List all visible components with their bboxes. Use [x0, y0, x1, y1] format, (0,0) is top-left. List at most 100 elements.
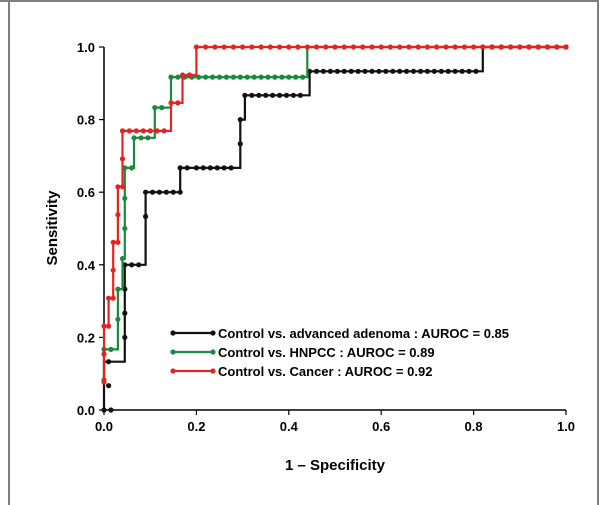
legend-item: Control vs. advanced adenoma : AUROC = 0… — [170, 326, 509, 341]
data-point — [341, 44, 347, 50]
data-point — [443, 44, 449, 50]
data-point — [223, 74, 229, 80]
data-point — [170, 189, 176, 195]
data-point — [327, 68, 333, 74]
data-point — [508, 44, 514, 50]
data-point — [175, 100, 181, 106]
data-point — [228, 165, 234, 171]
data-point — [193, 44, 199, 50]
data-point — [168, 74, 174, 80]
data-point — [133, 128, 139, 134]
data-point — [445, 68, 451, 74]
data-point — [283, 92, 290, 98]
data-point — [237, 117, 243, 123]
legend-swatch-marker — [170, 349, 176, 355]
data-point — [129, 262, 135, 268]
data-point — [184, 165, 190, 171]
x-tick-label: 0.0 — [95, 419, 113, 434]
data-point — [136, 262, 142, 268]
data-point — [149, 189, 156, 195]
data-point — [544, 44, 551, 50]
data-point — [156, 189, 162, 195]
data-point — [295, 44, 301, 50]
x-ticks: 0.0 0.2 0.4 0.6 0.8 1.0 — [95, 410, 575, 434]
data-point — [290, 92, 296, 98]
data-point — [163, 189, 169, 195]
data-point — [563, 44, 569, 50]
data-point — [143, 189, 149, 195]
data-point — [203, 74, 209, 80]
data-point — [115, 184, 121, 190]
x-tick-label: 1.0 — [557, 419, 575, 434]
data-point — [397, 44, 403, 50]
frame-border-left — [8, 0, 10, 505]
data-point — [431, 68, 437, 74]
y-axis-label: Sensitivity — [44, 190, 61, 266]
data-point — [161, 128, 167, 134]
legend-label: Control vs. HNPCC : AUROC = 0.89 — [218, 345, 435, 360]
data-point — [297, 92, 303, 98]
legend-item: Control vs. HNPCC : AUROC = 0.89 — [170, 345, 435, 360]
data-point — [452, 68, 458, 74]
series-layer — [101, 44, 569, 413]
data-point — [387, 44, 393, 50]
data-point — [267, 44, 273, 50]
data-point — [480, 44, 486, 50]
data-point — [355, 68, 361, 74]
data-point — [459, 68, 465, 74]
data-point — [175, 74, 181, 80]
data-point — [473, 68, 479, 74]
data-point — [332, 44, 338, 50]
x-tick-label: 0.2 — [187, 419, 205, 434]
data-point — [122, 310, 128, 316]
data-point — [404, 68, 410, 74]
data-point — [466, 68, 472, 74]
data-point — [152, 105, 158, 111]
data-point — [256, 92, 262, 98]
data-point — [221, 44, 227, 50]
data-point — [200, 165, 206, 171]
x-axis-label: 1 – Specificity — [285, 457, 386, 474]
data-point — [406, 44, 412, 50]
data-point — [214, 165, 220, 171]
data-point — [279, 74, 285, 80]
data-point — [122, 195, 128, 201]
series-1 — [101, 45, 566, 383]
data-point — [106, 323, 112, 329]
data-point — [240, 44, 246, 50]
y-tick-label: 0.0 — [77, 403, 95, 418]
data-point — [207, 165, 213, 171]
data-point — [265, 74, 271, 80]
data-point — [179, 72, 186, 78]
data-point — [106, 295, 112, 301]
data-point — [108, 407, 114, 413]
data-point — [147, 128, 153, 134]
data-point — [438, 68, 444, 74]
data-point — [138, 135, 144, 141]
frame-border-right — [597, 0, 599, 505]
data-point — [272, 74, 278, 80]
data-point — [258, 74, 264, 80]
data-point — [286, 74, 292, 80]
legend-item: Control vs. Cancer : AUROC = 0.92 — [170, 364, 432, 379]
data-point — [203, 44, 209, 50]
x-tick-label: 0.8 — [465, 419, 483, 434]
data-point — [101, 407, 107, 413]
data-point — [249, 44, 255, 50]
data-point — [108, 346, 114, 352]
data-point — [415, 44, 421, 50]
data-point — [293, 74, 299, 80]
data-point — [216, 74, 223, 80]
y-tick-label: 0.4 — [77, 258, 96, 273]
data-point — [350, 44, 357, 50]
data-point — [119, 128, 126, 134]
data-point — [263, 92, 269, 98]
y-tick-label: 0.6 — [77, 185, 95, 200]
data-point — [119, 156, 126, 162]
data-point — [122, 225, 128, 232]
data-point — [341, 68, 347, 74]
data-point — [242, 92, 248, 98]
data-point — [526, 44, 532, 50]
legend-swatch-marker — [170, 368, 176, 374]
data-point — [129, 165, 135, 171]
